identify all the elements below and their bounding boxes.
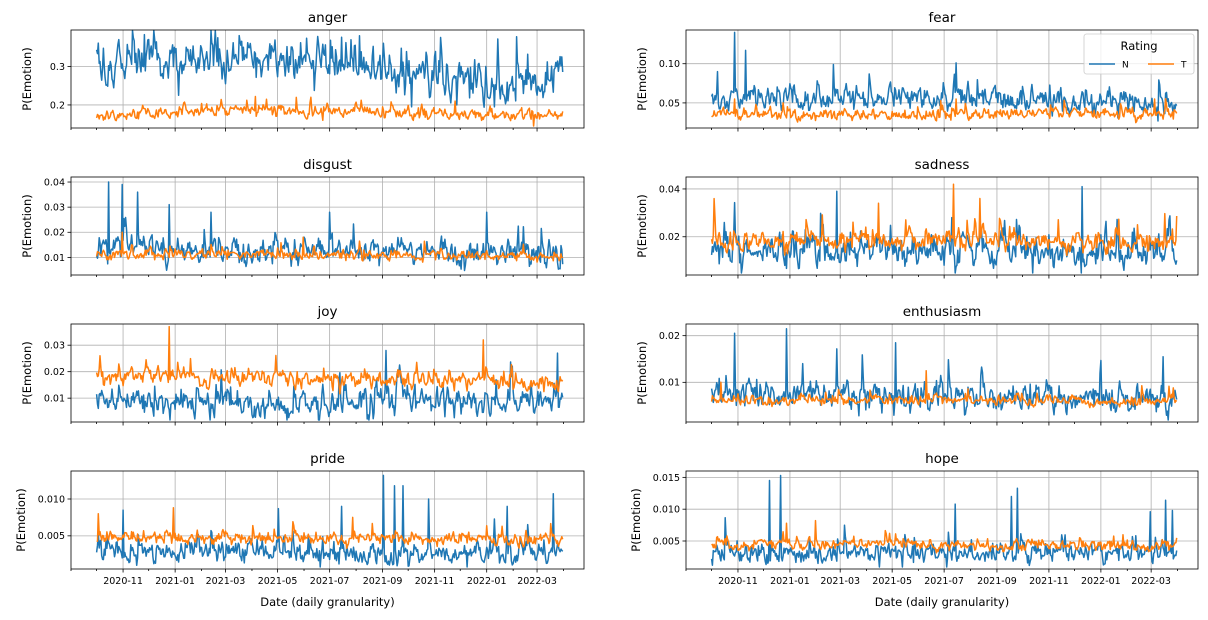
subplot-title: disgust: [303, 157, 352, 173]
subplot-title: anger: [308, 10, 348, 26]
y-tick-label: 0.03: [44, 341, 65, 352]
y-axis-label: P(Emotion): [635, 194, 649, 257]
y-tick-label: 0.01: [659, 378, 680, 389]
series-line-N: [95, 474, 564, 568]
y-tick-label: 0.02: [44, 228, 65, 239]
y-tick-label: 0.03: [44, 203, 65, 214]
x-tick-label: 2021-01: [770, 576, 810, 587]
x-tick-label: 2022-03: [517, 576, 557, 587]
x-tick-label: 2020-11: [103, 576, 143, 587]
subplot-fear: fear 0.05 0.10 P(Emotion) Rating N T: [635, 10, 1199, 132]
axes-frame: [685, 323, 1199, 423]
legend: Rating N T: [1083, 33, 1195, 75]
y-axis-label: P(Emotion): [635, 341, 649, 404]
x-axis-label: Date (daily granularity): [875, 595, 1009, 609]
series-line-T: [711, 97, 1178, 124]
x-tick-label: 2021-05: [872, 576, 912, 587]
x-tick-label: 2021-01: [155, 576, 195, 587]
legend-label-T: T: [1180, 61, 1187, 71]
y-tick-label: 0.02: [44, 367, 65, 378]
axes-frame: [70, 176, 585, 276]
series-line-N: [710, 31, 1178, 122]
y-tick-label: 0.04: [44, 177, 65, 188]
x-tick-label: 2021-09: [977, 576, 1017, 587]
y-tick-label: 0.010: [38, 494, 65, 505]
y-axis-label: P(Emotion): [14, 488, 28, 551]
series-line-T: [710, 369, 1178, 409]
y-tick-label: 0.005: [653, 536, 680, 547]
subplot-title: enthusiasm: [903, 304, 982, 320]
subplot-pride: pride 0.005 0.010 2020-11 2021-01 2021-03 2021…: [14, 451, 585, 609]
legend-label-N: N: [1122, 61, 1129, 71]
x-tick-label: 2021-09: [363, 576, 403, 587]
x-axis-label: Date (daily granularity): [260, 595, 394, 609]
y-tick-label: 0.2: [50, 100, 65, 111]
subplot-disgust: disgust 0.01 0.02 0.03 0.04 P(Emotion): [20, 157, 585, 279]
y-tick-label: 0.10: [659, 59, 680, 70]
y-tick-label: 0.01: [44, 394, 65, 405]
x-tick-label: 2021-07: [924, 576, 964, 587]
axes-frame: [685, 176, 1199, 276]
y-tick-label: 0.005: [38, 531, 65, 542]
axes-frame: [70, 29, 585, 129]
y-tick-label: 0.01: [44, 253, 65, 264]
x-tick-label: 2021-07: [310, 576, 350, 587]
subplot-title: hope: [925, 451, 959, 467]
x-tick-label: 2021-05: [258, 576, 298, 587]
axes-frame: [70, 323, 585, 423]
x-tick-label: 2021-03: [820, 576, 860, 587]
axes-frame: [685, 29, 1199, 129]
series-line-N: [710, 185, 1178, 274]
subplot-title: fear: [929, 10, 956, 26]
subplot-anger: anger 0.2 0.3 P(Emotion): [20, 10, 585, 132]
series-line-T: [95, 95, 564, 127]
subplot-hope: hope 0.005 0.010 0.015 2020-11 2021-01 2021-03…: [629, 451, 1199, 609]
y-axis-label: P(Emotion): [20, 341, 34, 404]
y-axis-label: P(Emotion): [20, 194, 34, 257]
subplot-title: sadness: [915, 157, 970, 173]
series-line-T: [710, 183, 1178, 257]
x-tick-label: 2021-03: [206, 576, 246, 587]
x-tick-label: 2022-03: [1131, 576, 1171, 587]
series-line-N: [95, 29, 564, 108]
y-tick-label: 0.05: [659, 98, 680, 109]
series-line-N: [95, 349, 564, 421]
subplot-enthusiasm: enthusiasm 0.01 0.02 P(Emotion): [635, 304, 1199, 426]
y-axis-label: P(Emotion): [629, 488, 643, 551]
axes-frame: [70, 470, 585, 570]
y-axis-label: P(Emotion): [20, 47, 34, 110]
x-tick-label: 2022-01: [1081, 576, 1121, 587]
subplot-joy: joy 0.01 0.02 0.03 P(Emotion): [20, 304, 585, 426]
series-line-T: [96, 507, 564, 550]
y-tick-label: 0.04: [659, 184, 680, 195]
subplot-sadness: sadness 0.02 0.04 P(Emotion): [635, 157, 1199, 279]
subplot-title: joy: [317, 304, 338, 320]
series-line-T: [711, 519, 1178, 554]
subplot-title: pride: [310, 451, 345, 467]
y-tick-label: 0.010: [653, 505, 680, 516]
series-line-T: [95, 231, 564, 263]
series-line-T: [95, 325, 564, 395]
y-tick-label: 0.3: [50, 62, 65, 73]
x-tick-label: 2022-01: [467, 576, 507, 587]
y-tick-label: 0.02: [659, 331, 680, 342]
x-tick-label: 2021-11: [1029, 576, 1069, 587]
x-tick-label: 2020-11: [718, 576, 758, 587]
y-tick-label: 0.015: [653, 473, 680, 484]
y-axis-label: P(Emotion): [635, 47, 649, 110]
x-tick-label: 2021-11: [415, 576, 455, 587]
y-tick-label: 0.02: [659, 232, 680, 243]
axes-frame: [685, 470, 1199, 570]
legend-title: Rating: [1120, 39, 1157, 53]
